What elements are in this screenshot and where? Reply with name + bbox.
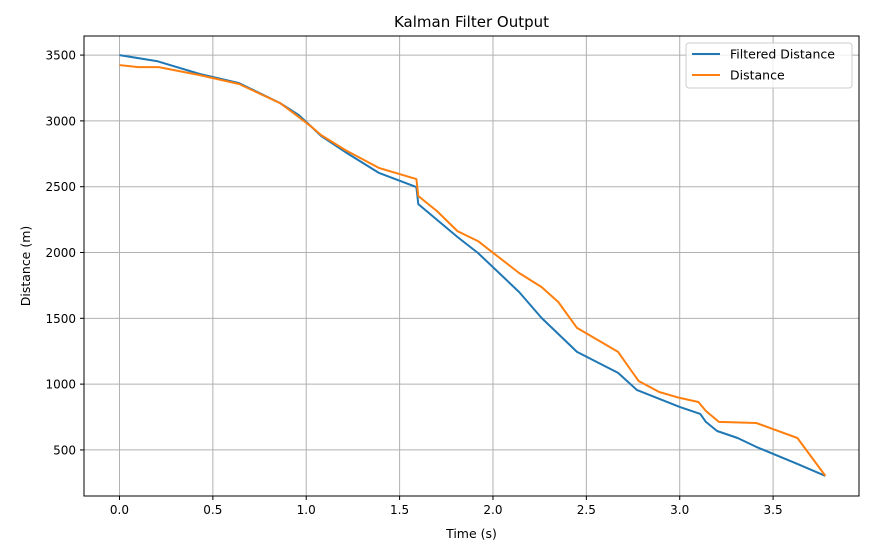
legend-box — [685, 42, 853, 89]
x-tick-label: 0.0 — [110, 503, 129, 517]
series-line-filtered-distance — [119, 54, 826, 477]
series-lines — [119, 54, 827, 477]
chart-title: Kalman Filter Output — [394, 13, 549, 31]
y-axis-label: Distance (m) — [18, 226, 33, 307]
x-ticks: 0.0 0.5 1.0 1.5 2.0 2.5 3.0 3.5 — [110, 496, 783, 517]
legend: Filtered Distance Distance — [685, 42, 853, 89]
y-tick-label: 2000 — [45, 246, 76, 260]
x-axis-label: Time (s) — [445, 526, 497, 541]
x-tick-label: 2.0 — [483, 503, 502, 517]
x-tick-label: 1.5 — [390, 503, 409, 517]
x-tick-label: 0.5 — [203, 503, 222, 517]
y-tick-label: 500 — [53, 443, 76, 457]
y-tick-label: 2500 — [45, 180, 76, 194]
grid — [84, 36, 859, 496]
x-tick-label: 3.0 — [670, 503, 689, 517]
x-tick-label: 2.5 — [577, 503, 596, 517]
legend-label-distance: Distance — [730, 68, 785, 83]
y-tick-label: 1000 — [45, 378, 76, 392]
y-tick-label: 1500 — [45, 312, 76, 326]
y-ticks: 500 1000 1500 2000 2500 3000 3500 — [45, 49, 84, 457]
x-tick-label: 3.5 — [764, 503, 783, 517]
y-tick-label: 3500 — [45, 49, 76, 63]
legend-label-filtered: Filtered Distance — [730, 47, 835, 62]
plot-frame — [83, 35, 860, 497]
series-line-distance — [119, 64, 827, 477]
y-tick-label: 3000 — [45, 114, 76, 128]
x-tick-label: 1.0 — [297, 503, 316, 517]
